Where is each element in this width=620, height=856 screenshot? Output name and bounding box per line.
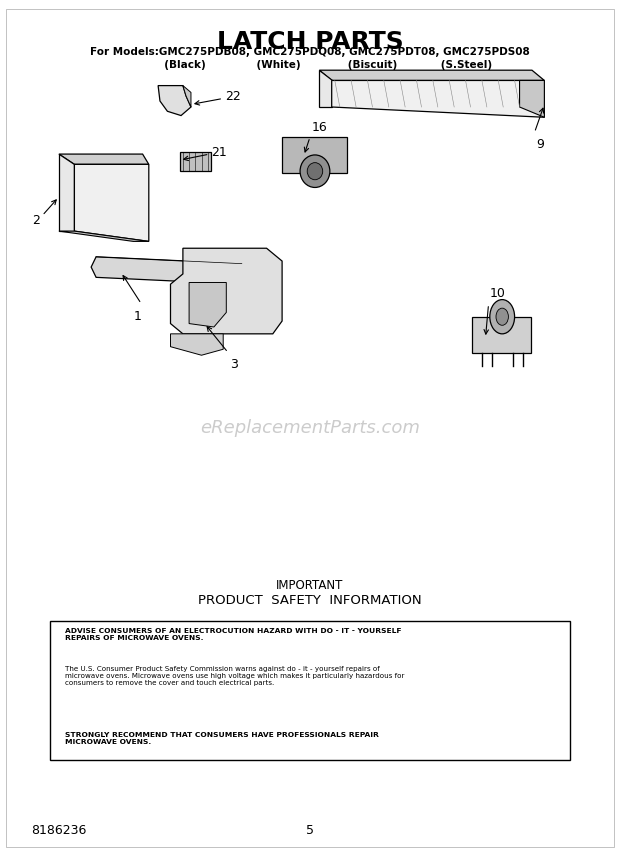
Text: (Black)              (White)             (Biscuit)            (S.Steel): (Black) (White) (Biscuit) (S.Steel) bbox=[128, 60, 492, 70]
Text: 2: 2 bbox=[32, 214, 40, 228]
Circle shape bbox=[496, 308, 508, 325]
Text: ADVISE CONSUMERS OF AN ELECTROCUTION HAZARD WITH DO - IT - YOURSELF
REPAIRS OF M: ADVISE CONSUMERS OF AN ELECTROCUTION HAZ… bbox=[65, 628, 402, 641]
Text: 16: 16 bbox=[311, 122, 327, 134]
Polygon shape bbox=[170, 248, 282, 334]
Text: The U.S. Consumer Product Safety Commission warns against do - it - yourself rep: The U.S. Consumer Product Safety Commiss… bbox=[65, 666, 405, 686]
Bar bbox=[180, 152, 211, 171]
Polygon shape bbox=[170, 334, 223, 355]
Text: 22: 22 bbox=[225, 90, 241, 104]
Polygon shape bbox=[332, 80, 544, 117]
Polygon shape bbox=[74, 164, 149, 241]
Polygon shape bbox=[91, 257, 247, 284]
Polygon shape bbox=[319, 70, 332, 107]
Text: 3: 3 bbox=[230, 358, 238, 371]
Circle shape bbox=[490, 300, 515, 334]
Bar bbox=[472, 317, 531, 353]
Polygon shape bbox=[59, 231, 149, 241]
Ellipse shape bbox=[300, 155, 330, 187]
Polygon shape bbox=[319, 70, 544, 80]
Polygon shape bbox=[59, 154, 149, 164]
Text: For Models:GMC275PDB08, GMC275PDQ08, GMC275PDT08, GMC275PDS08: For Models:GMC275PDB08, GMC275PDQ08, GMC… bbox=[90, 47, 530, 57]
Text: 8186236: 8186236 bbox=[31, 824, 86, 837]
Bar bbox=[50, 621, 570, 760]
Text: 5: 5 bbox=[306, 824, 314, 837]
Text: 10: 10 bbox=[490, 287, 506, 300]
Ellipse shape bbox=[307, 163, 323, 180]
Text: LATCH PARTS: LATCH PARTS bbox=[216, 30, 404, 54]
Polygon shape bbox=[183, 86, 191, 107]
Polygon shape bbox=[59, 154, 74, 231]
Text: 1: 1 bbox=[134, 310, 141, 323]
Polygon shape bbox=[520, 80, 544, 117]
Text: PRODUCT  SAFETY  INFORMATION: PRODUCT SAFETY INFORMATION bbox=[198, 594, 422, 607]
Text: eReplacementParts.com: eReplacementParts.com bbox=[200, 419, 420, 437]
Polygon shape bbox=[189, 282, 226, 327]
Bar bbox=[282, 137, 347, 173]
Polygon shape bbox=[158, 86, 191, 116]
Text: 9: 9 bbox=[536, 138, 544, 151]
Text: 21: 21 bbox=[211, 146, 227, 159]
Text: STRONGLY RECOMMEND THAT CONSUMERS HAVE PROFESSIONALS REPAIR
MICROWAVE OVENS.: STRONGLY RECOMMEND THAT CONSUMERS HAVE P… bbox=[65, 732, 379, 745]
Text: IMPORTANT: IMPORTANT bbox=[277, 580, 343, 592]
